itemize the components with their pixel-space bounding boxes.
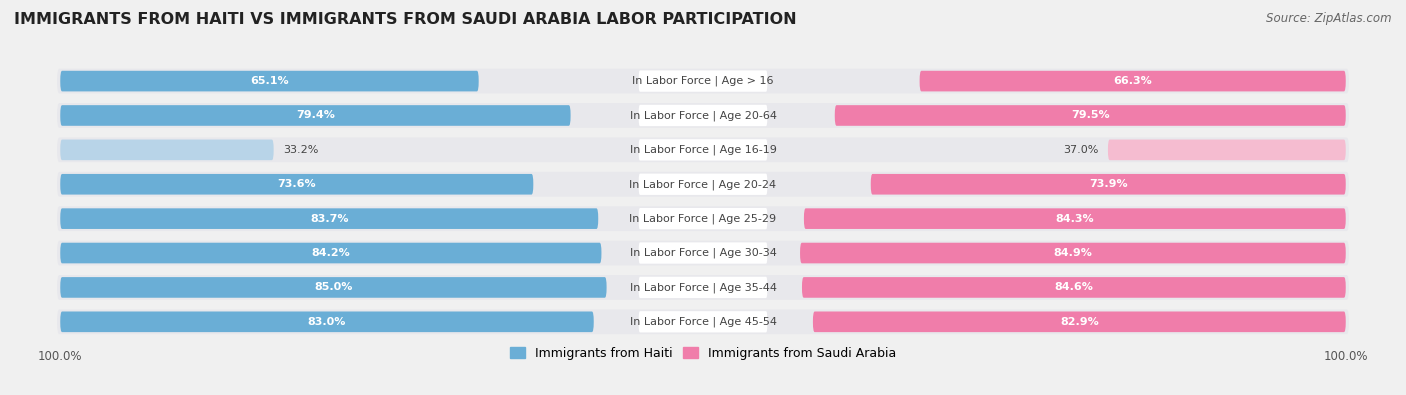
FancyBboxPatch shape <box>813 312 1346 332</box>
FancyBboxPatch shape <box>800 243 1346 263</box>
Text: 79.5%: 79.5% <box>1071 111 1109 120</box>
FancyBboxPatch shape <box>60 277 606 298</box>
Text: In Labor Force | Age 25-29: In Labor Force | Age 25-29 <box>630 213 776 224</box>
Text: 33.2%: 33.2% <box>283 145 319 155</box>
FancyBboxPatch shape <box>58 309 1348 334</box>
Text: 79.4%: 79.4% <box>297 111 335 120</box>
FancyBboxPatch shape <box>58 103 1348 128</box>
FancyBboxPatch shape <box>638 173 768 195</box>
Text: 82.9%: 82.9% <box>1060 317 1098 327</box>
FancyBboxPatch shape <box>638 311 768 333</box>
FancyBboxPatch shape <box>60 312 593 332</box>
FancyBboxPatch shape <box>638 70 768 92</box>
Text: 65.1%: 65.1% <box>250 76 288 86</box>
FancyBboxPatch shape <box>58 69 1348 94</box>
Text: In Labor Force | Age 20-64: In Labor Force | Age 20-64 <box>630 110 776 121</box>
FancyBboxPatch shape <box>58 172 1348 197</box>
Text: Source: ZipAtlas.com: Source: ZipAtlas.com <box>1267 12 1392 25</box>
FancyBboxPatch shape <box>638 139 768 160</box>
FancyBboxPatch shape <box>58 275 1348 300</box>
FancyBboxPatch shape <box>804 208 1346 229</box>
Text: In Labor Force | Age 16-19: In Labor Force | Age 16-19 <box>630 145 776 155</box>
FancyBboxPatch shape <box>638 105 768 126</box>
Text: 84.6%: 84.6% <box>1054 282 1094 292</box>
FancyBboxPatch shape <box>638 243 768 264</box>
Text: 84.9%: 84.9% <box>1053 248 1092 258</box>
Text: 84.3%: 84.3% <box>1056 214 1094 224</box>
FancyBboxPatch shape <box>920 71 1346 91</box>
FancyBboxPatch shape <box>1108 139 1346 160</box>
FancyBboxPatch shape <box>60 105 571 126</box>
FancyBboxPatch shape <box>58 206 1348 231</box>
FancyBboxPatch shape <box>638 208 768 229</box>
Text: 85.0%: 85.0% <box>314 282 353 292</box>
Text: 83.0%: 83.0% <box>308 317 346 327</box>
Text: IMMIGRANTS FROM HAITI VS IMMIGRANTS FROM SAUDI ARABIA LABOR PARTICIPATION: IMMIGRANTS FROM HAITI VS IMMIGRANTS FROM… <box>14 12 797 27</box>
FancyBboxPatch shape <box>60 243 602 263</box>
FancyBboxPatch shape <box>60 208 598 229</box>
Text: 84.2%: 84.2% <box>312 248 350 258</box>
FancyBboxPatch shape <box>801 277 1346 298</box>
FancyBboxPatch shape <box>870 174 1346 195</box>
Text: In Labor Force | Age 20-24: In Labor Force | Age 20-24 <box>630 179 776 190</box>
Text: In Labor Force | Age 35-44: In Labor Force | Age 35-44 <box>630 282 776 293</box>
Text: 83.7%: 83.7% <box>309 214 349 224</box>
Text: In Labor Force | Age 30-34: In Labor Force | Age 30-34 <box>630 248 776 258</box>
Legend: Immigrants from Haiti, Immigrants from Saudi Arabia: Immigrants from Haiti, Immigrants from S… <box>505 342 901 365</box>
Text: 37.0%: 37.0% <box>1063 145 1098 155</box>
Text: 66.3%: 66.3% <box>1114 76 1152 86</box>
FancyBboxPatch shape <box>835 105 1346 126</box>
FancyBboxPatch shape <box>58 241 1348 265</box>
FancyBboxPatch shape <box>58 137 1348 162</box>
FancyBboxPatch shape <box>60 139 274 160</box>
FancyBboxPatch shape <box>60 71 478 91</box>
FancyBboxPatch shape <box>60 174 533 195</box>
Text: In Labor Force | Age > 16: In Labor Force | Age > 16 <box>633 76 773 87</box>
FancyBboxPatch shape <box>638 277 768 298</box>
Text: 73.9%: 73.9% <box>1088 179 1128 189</box>
Text: 73.6%: 73.6% <box>277 179 316 189</box>
Text: In Labor Force | Age 45-54: In Labor Force | Age 45-54 <box>630 316 776 327</box>
